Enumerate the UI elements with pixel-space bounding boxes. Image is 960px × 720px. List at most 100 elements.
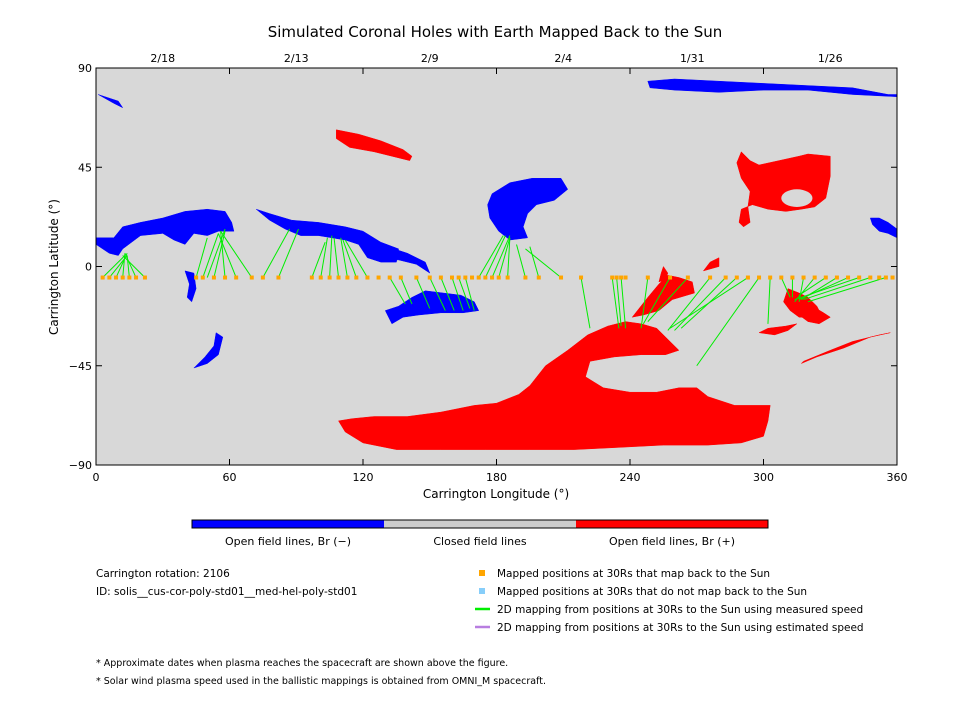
colorbar-segment-0 — [192, 520, 384, 528]
date-label-0: 2/18 — [150, 52, 175, 65]
mapped-point-0 — [100, 275, 105, 280]
mapping-line-17 — [320, 237, 328, 278]
y-axis-label: Carrington Latitude (°) — [47, 199, 61, 335]
mapped-point-9 — [211, 275, 216, 280]
rotation-label: Carrington rotation: 2106 — [96, 568, 230, 580]
mapped-point-56 — [801, 275, 806, 280]
open-positive-region-11 — [338, 321, 771, 450]
mapped-point-59 — [834, 275, 839, 280]
mapping-line-7 — [195, 237, 208, 278]
mapped-point-46 — [668, 275, 673, 280]
mapping-line-11 — [217, 233, 237, 278]
mapping-line-43 — [640, 277, 649, 329]
mapped-point-11 — [234, 275, 239, 280]
mapping-line-12 — [220, 230, 253, 278]
open-positive-region-13 — [658, 265, 669, 283]
open-negative-region-8 — [193, 332, 224, 369]
mapped-point-63 — [877, 275, 882, 280]
mapping-line-60 — [803, 277, 871, 301]
mapped-point-23 — [387, 275, 392, 280]
mapping-line-58 — [798, 277, 849, 301]
mapping-line-20 — [340, 237, 348, 278]
y-tick-label-2: 0 — [85, 261, 92, 274]
footnote-dates: * Approximate dates when plasma reaches … — [96, 658, 508, 669]
mapping-line-35 — [507, 237, 511, 278]
open-positive-region-12 — [631, 275, 695, 318]
legend-label-1: Mapped positions at 30Rs that do not map… — [497, 586, 807, 598]
id-label: ID: solis__cus-cor-poly-std01__med-hel-p… — [96, 586, 357, 598]
mapped-point-2 — [114, 275, 119, 280]
mapped-point-25 — [414, 275, 419, 280]
mapping-line-18 — [329, 235, 333, 278]
mapped-point-42 — [614, 275, 619, 280]
date-label-2: 2/9 — [421, 52, 439, 65]
mapping-line-61 — [807, 277, 887, 303]
mapping-line-52 — [780, 277, 791, 298]
mapping-line-8 — [202, 233, 219, 278]
mapped-point-16 — [318, 275, 323, 280]
mapping-line-9 — [213, 231, 226, 278]
legend-label-3: 2D mapping from positions at 30Rs to the… — [497, 622, 864, 634]
mapping-line-23 — [389, 277, 406, 305]
mapped-point-5 — [134, 275, 139, 280]
mapping-line-36 — [516, 244, 526, 278]
mapping-line-44 — [642, 277, 671, 325]
region-hole-0 — [781, 189, 813, 207]
open-negative-region-0 — [95, 208, 235, 256]
mapped-point-35 — [496, 275, 501, 280]
mapping-line-49 — [669, 277, 749, 329]
mapped-point-22 — [376, 275, 381, 280]
mapping-line-16 — [311, 242, 326, 278]
mapping-line-46 — [667, 277, 711, 331]
mapping-line-6 — [122, 255, 146, 278]
mapped-point-45 — [645, 275, 650, 280]
mapped-point-6 — [142, 275, 147, 280]
mapping-line-25 — [415, 277, 431, 309]
mapping-line-47 — [674, 277, 727, 331]
mapping-line-30 — [464, 277, 475, 311]
legend-label-0: Mapped positions at 30Rs that map back t… — [497, 568, 770, 580]
mapping-line-22 — [344, 239, 368, 278]
mapped-point-1 — [107, 275, 112, 280]
mapped-point-17 — [327, 275, 332, 280]
mapped-point-51 — [745, 275, 750, 280]
mapping-line-27 — [440, 277, 455, 311]
open-negative-region-1 — [256, 208, 399, 263]
mapped-point-34 — [490, 275, 495, 280]
mapping-line-34 — [498, 237, 511, 278]
mapped-point-26 — [427, 275, 432, 280]
mapping-line-42 — [620, 277, 627, 329]
mapping-line-55 — [794, 277, 816, 303]
x-tick-label-5: 300 — [753, 471, 774, 484]
open-positive-region-14 — [702, 257, 720, 272]
y-tick-label-3: −45 — [69, 360, 92, 373]
colorbar-segment-2 — [576, 520, 768, 528]
mapped-point-33 — [483, 275, 488, 280]
mapped-point-29 — [456, 275, 461, 280]
mapped-point-31 — [470, 275, 475, 280]
open-negative-region-4 — [487, 178, 569, 241]
mapping-line-56 — [798, 277, 827, 296]
mapped-point-20 — [354, 275, 359, 280]
mapped-point-49 — [723, 275, 728, 280]
x-tick-label-6: 360 — [887, 471, 908, 484]
mapped-point-10 — [223, 275, 228, 280]
mapping-line-21 — [342, 239, 357, 278]
y-tick-label-1: 45 — [78, 161, 92, 174]
mapped-point-12 — [249, 275, 254, 280]
mapping-line-28 — [451, 277, 464, 311]
open-positive-region-17 — [798, 303, 831, 325]
x-tick-label-4: 240 — [620, 471, 641, 484]
mapped-point-4 — [127, 275, 132, 280]
date-label-1: 2/13 — [284, 52, 309, 65]
date-label-4: 1/31 — [680, 52, 705, 65]
mapped-point-53 — [768, 275, 773, 280]
x-tick-label-0: 0 — [93, 471, 100, 484]
open-positive-region-18 — [758, 323, 798, 336]
mapped-point-60 — [846, 275, 851, 280]
mapping-line-50 — [696, 277, 760, 367]
mapped-point-50 — [734, 275, 739, 280]
mapped-point-62 — [868, 275, 873, 280]
mapped-point-28 — [450, 275, 454, 280]
